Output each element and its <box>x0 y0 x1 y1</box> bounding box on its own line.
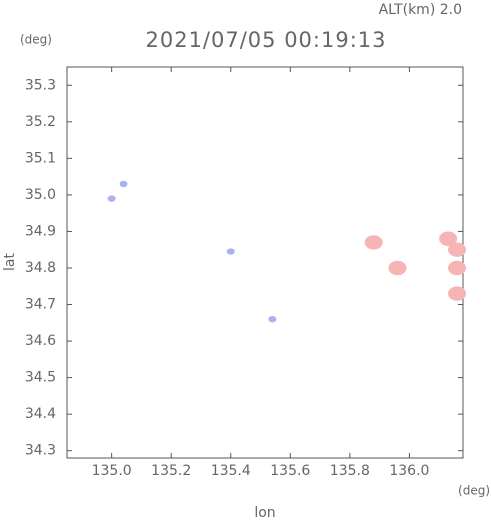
y-tick-label: 34.5 <box>25 370 56 386</box>
y-tick-label: 35.3 <box>25 77 56 93</box>
x-tick-label: 135.6 <box>270 463 310 479</box>
plot-frame <box>66 66 464 459</box>
x-label: lon <box>254 505 275 521</box>
y-tick-label: 35.1 <box>25 150 56 166</box>
chart-subtitle: ALT(km) 2.0 <box>379 2 462 18</box>
chart-title: 2021/07/05 00:19:13 <box>145 28 386 52</box>
echo-cell <box>448 242 467 257</box>
y-tick-label: 35.0 <box>25 187 56 203</box>
x-tick-label: 135.0 <box>92 463 132 479</box>
echo-cell <box>226 248 235 255</box>
echo-cell <box>268 315 277 323</box>
x-tick-label: 135.8 <box>330 463 370 479</box>
y-tick-label: 34.8 <box>25 260 56 276</box>
echo-cell <box>364 235 383 250</box>
x-tick-label: 135.2 <box>151 463 191 479</box>
y-tick-label: 34.4 <box>25 406 56 422</box>
echo-cell <box>439 231 458 246</box>
echo-cell <box>448 286 467 301</box>
echo-cell <box>119 180 128 188</box>
echo-cell <box>388 260 407 276</box>
y-tick-label: 34.9 <box>25 223 56 239</box>
y-label: lat <box>2 253 18 271</box>
x-tick-label: 135.4 <box>211 463 251 479</box>
echo-cell <box>448 260 467 276</box>
echo-cell <box>107 195 116 202</box>
y-tick-label: 35.2 <box>25 114 56 130</box>
y-unit: (deg) <box>20 33 52 47</box>
x-unit: (deg) <box>458 484 490 498</box>
y-tick-label: 34.3 <box>25 443 56 459</box>
x-tick-label: 136.0 <box>389 463 429 479</box>
y-tick-label: 34.7 <box>25 297 56 313</box>
y-tick-label: 34.6 <box>25 333 56 349</box>
